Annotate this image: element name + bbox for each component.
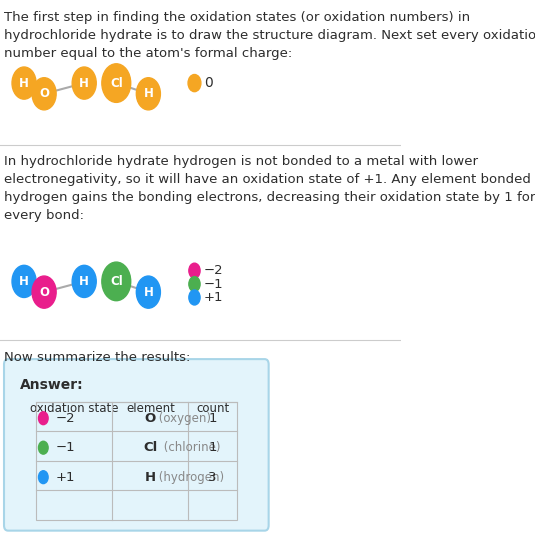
Circle shape	[72, 265, 96, 297]
Text: +1: +1	[55, 471, 75, 483]
Text: oxidation state: oxidation state	[30, 402, 118, 415]
Text: O: O	[39, 286, 49, 299]
Circle shape	[12, 67, 36, 99]
Text: −1: −1	[55, 441, 75, 454]
Text: 3: 3	[208, 471, 217, 483]
Text: 1: 1	[208, 441, 217, 454]
FancyBboxPatch shape	[4, 359, 269, 531]
Text: (oxygen): (oxygen)	[155, 412, 211, 425]
Text: (chlorine): (chlorine)	[160, 441, 220, 454]
Text: H: H	[19, 77, 29, 90]
Text: Cl: Cl	[143, 441, 157, 454]
Circle shape	[39, 441, 48, 454]
Text: H: H	[145, 471, 156, 483]
Text: −1: −1	[204, 278, 223, 291]
Text: H: H	[143, 87, 154, 100]
Circle shape	[136, 276, 160, 308]
Text: In hydrochloride hydrate hydrogen is not bonded to a metal with lower
electroneg: In hydrochloride hydrate hydrogen is not…	[4, 155, 535, 222]
Circle shape	[12, 265, 36, 297]
Text: H: H	[79, 77, 89, 90]
Circle shape	[189, 290, 200, 305]
Circle shape	[188, 75, 201, 92]
Text: (hydrogen): (hydrogen)	[155, 471, 224, 483]
Circle shape	[32, 78, 56, 110]
Text: O: O	[39, 87, 49, 100]
Text: 0: 0	[204, 76, 213, 90]
Text: H: H	[19, 275, 29, 288]
Text: H: H	[143, 286, 154, 299]
Circle shape	[102, 262, 131, 301]
Circle shape	[72, 67, 96, 99]
Text: Cl: Cl	[110, 77, 123, 90]
Text: −2: −2	[204, 264, 223, 277]
Circle shape	[189, 277, 200, 292]
Circle shape	[102, 64, 131, 102]
Circle shape	[32, 276, 56, 308]
Text: O: O	[145, 412, 156, 425]
Circle shape	[189, 263, 200, 278]
Text: Cl: Cl	[110, 275, 123, 288]
Text: element: element	[126, 402, 175, 415]
Text: Now summarize the results:: Now summarize the results:	[4, 351, 190, 364]
Text: Answer:: Answer:	[20, 378, 83, 392]
Text: count: count	[196, 402, 229, 415]
Text: 1: 1	[208, 412, 217, 425]
Circle shape	[39, 471, 48, 483]
Text: +1: +1	[204, 291, 223, 304]
Text: −2: −2	[55, 412, 75, 425]
Bar	[36, 402, 236, 520]
Circle shape	[136, 78, 160, 110]
Circle shape	[39, 412, 48, 425]
Text: H: H	[79, 275, 89, 288]
Text: The first step in finding the oxidation states (or oxidation numbers) in
hydroch: The first step in finding the oxidation …	[4, 11, 535, 59]
